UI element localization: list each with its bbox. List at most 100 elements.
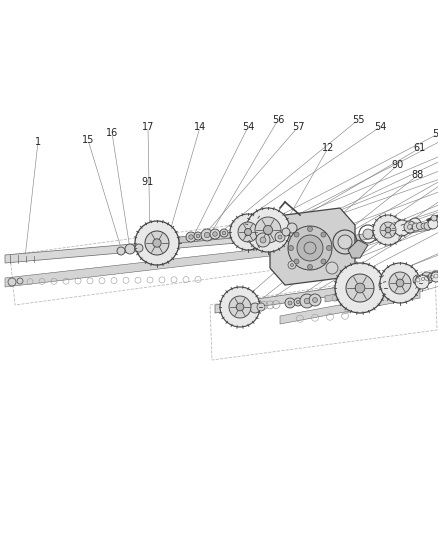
Circle shape (431, 271, 438, 281)
Circle shape (153, 239, 161, 247)
Circle shape (287, 223, 297, 233)
Circle shape (210, 229, 220, 239)
Circle shape (338, 235, 352, 249)
Circle shape (278, 235, 282, 239)
Circle shape (412, 223, 420, 231)
Circle shape (290, 263, 293, 266)
Circle shape (404, 221, 416, 233)
Polygon shape (179, 226, 295, 243)
Circle shape (220, 229, 228, 237)
Polygon shape (215, 274, 430, 313)
Circle shape (304, 298, 310, 304)
Circle shape (294, 259, 299, 264)
Polygon shape (280, 290, 420, 324)
Circle shape (238, 222, 258, 242)
Circle shape (373, 215, 403, 245)
Circle shape (250, 303, 260, 313)
Circle shape (321, 259, 326, 264)
Circle shape (8, 278, 16, 286)
Circle shape (415, 275, 429, 289)
Polygon shape (270, 208, 355, 285)
Circle shape (145, 231, 169, 255)
Circle shape (17, 278, 23, 284)
Text: 61: 61 (414, 143, 426, 153)
Circle shape (288, 301, 292, 305)
Circle shape (196, 234, 200, 238)
Text: 90: 90 (392, 160, 404, 170)
Polygon shape (348, 240, 368, 258)
Circle shape (307, 227, 312, 231)
Circle shape (431, 215, 437, 221)
Circle shape (307, 264, 312, 270)
Text: 56: 56 (272, 115, 284, 125)
Circle shape (409, 218, 421, 230)
Circle shape (135, 221, 179, 265)
Circle shape (189, 235, 193, 239)
Text: 55: 55 (352, 115, 364, 125)
Circle shape (230, 214, 266, 250)
Circle shape (204, 232, 210, 238)
Text: 15: 15 (82, 135, 94, 145)
Circle shape (346, 274, 374, 302)
Circle shape (246, 208, 290, 252)
Text: 14: 14 (194, 122, 206, 132)
Text: 1: 1 (35, 137, 41, 147)
Circle shape (389, 272, 411, 294)
Circle shape (288, 261, 296, 269)
Circle shape (428, 273, 436, 281)
Circle shape (186, 232, 196, 242)
Text: 12: 12 (322, 143, 334, 153)
Circle shape (355, 283, 365, 293)
Circle shape (431, 272, 438, 282)
Circle shape (379, 279, 391, 291)
Circle shape (194, 232, 202, 240)
Circle shape (117, 247, 125, 255)
Circle shape (326, 262, 338, 274)
Circle shape (135, 244, 143, 252)
Circle shape (304, 242, 316, 254)
Polygon shape (5, 248, 270, 287)
Circle shape (282, 228, 290, 236)
Circle shape (257, 303, 265, 311)
Circle shape (394, 220, 410, 236)
Circle shape (297, 301, 300, 304)
Circle shape (313, 297, 318, 302)
Circle shape (380, 222, 396, 238)
Circle shape (421, 223, 427, 229)
Circle shape (297, 235, 323, 261)
Text: 57: 57 (292, 122, 304, 132)
Circle shape (244, 229, 251, 236)
Circle shape (419, 275, 427, 283)
Circle shape (428, 219, 438, 229)
Circle shape (300, 294, 314, 308)
Circle shape (335, 263, 385, 313)
Text: 88: 88 (412, 170, 424, 180)
Circle shape (260, 237, 266, 243)
Circle shape (275, 232, 285, 242)
Circle shape (125, 244, 135, 254)
Circle shape (424, 222, 432, 230)
Circle shape (220, 287, 260, 327)
Circle shape (255, 217, 281, 243)
Circle shape (294, 232, 299, 237)
Circle shape (288, 226, 332, 270)
Text: 91: 91 (142, 177, 154, 187)
Text: 54: 54 (374, 122, 386, 132)
Circle shape (385, 227, 391, 233)
Circle shape (236, 303, 244, 311)
Circle shape (294, 298, 302, 306)
Circle shape (413, 275, 423, 285)
Circle shape (326, 246, 332, 251)
Circle shape (263, 225, 272, 235)
Text: 54: 54 (242, 122, 254, 132)
Polygon shape (5, 230, 295, 263)
Circle shape (309, 294, 321, 306)
Circle shape (256, 233, 270, 247)
Polygon shape (350, 224, 430, 242)
Circle shape (229, 296, 251, 318)
Circle shape (222, 231, 226, 235)
Circle shape (285, 298, 295, 308)
Circle shape (421, 272, 433, 284)
Text: 16: 16 (106, 128, 118, 138)
Circle shape (429, 223, 435, 229)
